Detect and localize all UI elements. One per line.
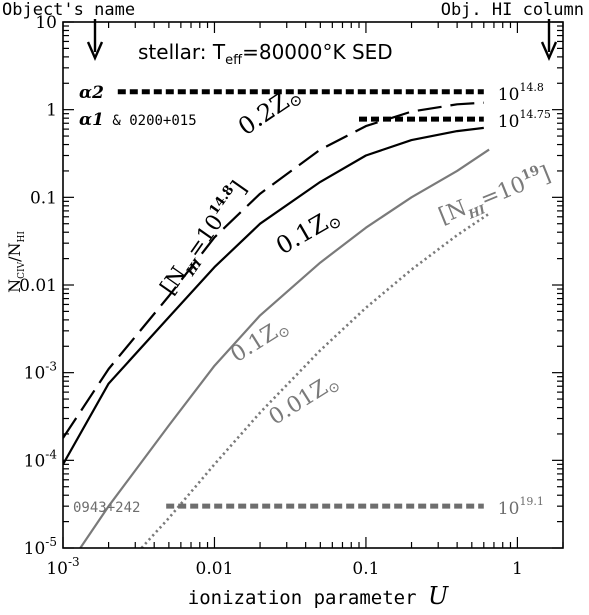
column-label-2: [NHI=1019] xyxy=(435,160,556,232)
tick-exponent: -4 xyxy=(45,447,57,461)
sed-sub: eff xyxy=(225,53,243,68)
column-label-base: [N xyxy=(435,196,470,230)
y-tick-label: 0.1 xyxy=(30,188,57,208)
observation-name-part: α1 xyxy=(79,110,104,130)
curve-label-3: 0.1Z⊙ xyxy=(227,314,294,370)
x-tick-label: 1 xyxy=(512,559,523,579)
y-title-sub2: HI xyxy=(17,231,27,243)
curve-label-text: 0.2Z xyxy=(233,87,294,141)
curve-label-text: 0.1Z xyxy=(227,320,283,368)
observation-name-part: α2 xyxy=(79,83,104,103)
x-tick-label: 0.01 xyxy=(196,559,234,579)
tick-base: 10 xyxy=(24,364,46,384)
observation-name-2: α1 & 0200+015 xyxy=(79,110,197,130)
y-tick-label: 10 xyxy=(35,13,57,33)
column-label-sub: HI xyxy=(465,202,487,222)
y-title-mid: /N xyxy=(5,243,24,262)
x-axis-title-symbol: U xyxy=(428,582,449,610)
x-axis-title: ionization parameter U xyxy=(188,582,449,610)
column-base: 10 xyxy=(498,499,520,519)
y-tick-label: 10-5 xyxy=(24,535,57,559)
x-tick-label: 0.1 xyxy=(352,559,379,579)
tick-exponent: -3 xyxy=(68,555,80,569)
tick-exponent: -5 xyxy=(45,535,57,549)
tick-base: 10 xyxy=(24,539,46,559)
observation-name-part: 0943+242 xyxy=(73,500,140,516)
y-title-sub1: CIV xyxy=(17,261,27,278)
column-label-eq: =10 xyxy=(182,210,229,262)
series-line-4 xyxy=(140,212,490,548)
x-axis-title-text: ionization parameter xyxy=(188,587,428,609)
curve-label-text: 0.1Z xyxy=(271,209,332,261)
tick-exponent: -3 xyxy=(45,360,57,374)
y-tick-label: 0.01 xyxy=(19,276,57,296)
curve-label-text: 0.01Z xyxy=(265,375,333,430)
column-base: 10 xyxy=(498,112,520,132)
observation-name-part: & 0200+015 xyxy=(104,113,197,129)
series-line-3 xyxy=(79,148,490,548)
column-label-1: [NHI=1014.8] xyxy=(154,176,254,301)
column-label-exp: 19 xyxy=(519,163,542,184)
curve-label-4: 0.01Z⊙ xyxy=(265,369,344,432)
sed-prefix: stellar: T xyxy=(138,40,226,64)
sed-suffix: =80000°K SED xyxy=(242,40,393,64)
y-tick-label: 10-3 xyxy=(24,360,57,384)
series-line-2 xyxy=(63,126,484,465)
plot-frame xyxy=(62,21,564,549)
x-tick-label: 10-3 xyxy=(46,555,79,579)
tick-base: 10 xyxy=(24,451,46,471)
sed-label: stellar: Teff=80000°K SED xyxy=(138,40,393,68)
column-exponent: 14.75 xyxy=(519,108,551,121)
y-axis-title: NCIV/NHI xyxy=(5,231,27,293)
corner-label-right: Obj. HI column xyxy=(441,0,584,20)
y-tick-label: 1 xyxy=(46,101,57,121)
y-tick-label: 10-4 xyxy=(24,447,58,471)
arrow-left-head xyxy=(86,41,104,61)
column-exponent: 14.8 xyxy=(519,81,544,94)
observation-name-1: α2 xyxy=(79,83,104,103)
observation-column-2: 1014.75 xyxy=(498,108,551,132)
y-title-n: N xyxy=(5,279,24,293)
tick-base: 10 xyxy=(46,559,68,579)
column-exponent: 19.1 xyxy=(519,495,544,508)
observation-column-3: 1019.1 xyxy=(498,495,544,519)
observation-column-1: 1014.8 xyxy=(498,81,544,105)
observation-name-3: 0943+242 xyxy=(73,500,140,516)
corner-label-left: Object's name xyxy=(2,0,135,20)
arrow-right-head xyxy=(540,41,558,61)
series-line-1 xyxy=(63,101,484,439)
column-base: 10 xyxy=(498,85,520,105)
